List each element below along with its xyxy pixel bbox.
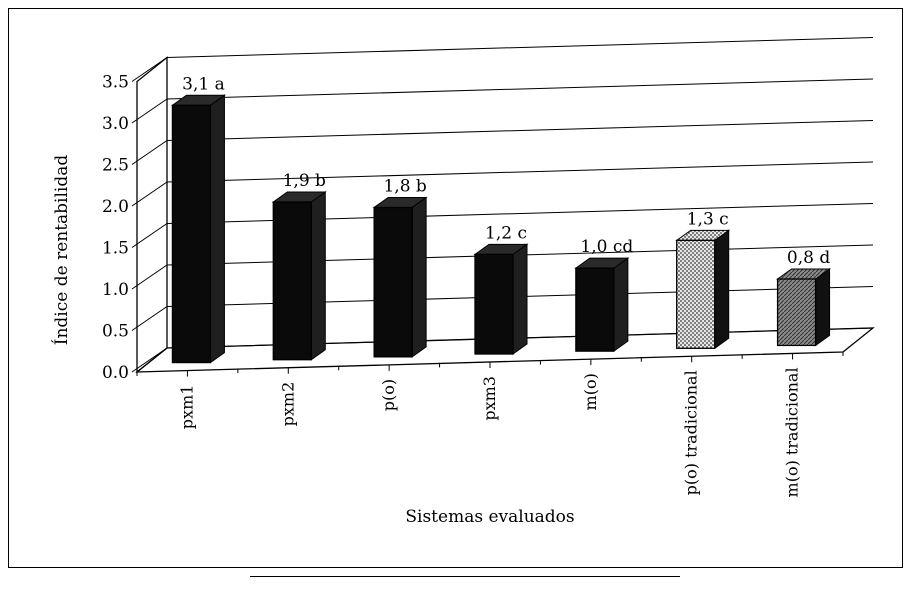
bar-2 [271,191,327,361]
y-tick-mark [131,347,168,373]
data-label: 1,3 c [687,209,729,229]
x-axis-categories: pxm1 pxm2 p(o) pxm3 m(o) p(o) tradicional m(o)… [136,352,844,497]
gridline [166,120,874,141]
bars [170,94,832,364]
caption-rule [250,576,680,577]
x-tick-label: m(o) tradicional [783,367,802,497]
gridline [166,37,874,58]
bar-5 [574,257,630,353]
y-tick-label: 3.5 [102,73,129,93]
bar-front [575,267,615,352]
bar-1 [170,94,226,364]
y-axis-ticks: 0.0 0.5 1.0 1.5 2.0 2.5 3.0 3.5 [102,57,168,383]
bar-side [209,94,225,364]
y-tick-mark [131,223,168,248]
y-tick-mark [131,264,168,290]
side-wall [136,56,168,374]
y-tick-label: 2.0 [102,197,129,217]
y-tick-label: 0.5 [102,322,129,342]
bar-side [310,191,326,361]
bar-front [474,253,514,355]
bar-side [512,243,528,355]
x-tick-label: p(o) tradicional [682,370,701,495]
bar-side [714,229,730,350]
chart-frame [8,8,903,568]
data-label: 1,2 c [485,223,527,243]
bar-3 [372,196,428,358]
x-tick-label: pxm2 [278,382,297,427]
y-tick-label: 3.0 [102,114,129,134]
bar-side [411,196,427,358]
x-tick-label: m(o) [581,373,600,410]
bar-side [815,268,831,347]
y-tick-mark [131,306,168,331]
bar-7 [776,268,832,347]
data-labels: 3,1 a 1,9 b 1,8 b 1,2 c 1,0 cd 1,3 c 0,8 d [182,74,830,268]
x-axis-title: Sistemas evaluados [405,507,574,527]
y-tick-label: 1.5 [102,239,129,259]
bar-front [171,104,212,364]
x-tick-label: pxm3 [480,376,499,421]
y-tick-mark [131,98,168,124]
y-tick-label: 0.0 [102,363,129,383]
x-tick-label: p(o) [379,379,398,411]
y-tick-mark [131,57,168,82]
y-tick-mark [131,181,168,207]
data-label: 0,8 d [787,248,830,268]
y-axis-title: Índice de rentabilidad [51,155,72,346]
bar-front [272,201,312,361]
bar-side [613,257,629,353]
data-label: 1,8 b [383,176,426,196]
bar-4 [473,243,529,355]
data-label: 1,0 cd [580,237,633,257]
data-label: 3,1 a [182,74,225,94]
bar-6 [675,229,731,350]
bar-front [373,206,413,358]
bar-front [776,278,817,347]
bar-front [676,239,716,349]
y-tick-label: 2.5 [102,156,129,176]
gridline [166,78,874,100]
gridline [166,161,874,183]
data-label: 1,9 b [283,171,326,191]
y-tick-label: 1.0 [102,280,129,300]
x-tick-label: pxm1 [177,385,196,430]
y-tick-mark [131,140,168,165]
